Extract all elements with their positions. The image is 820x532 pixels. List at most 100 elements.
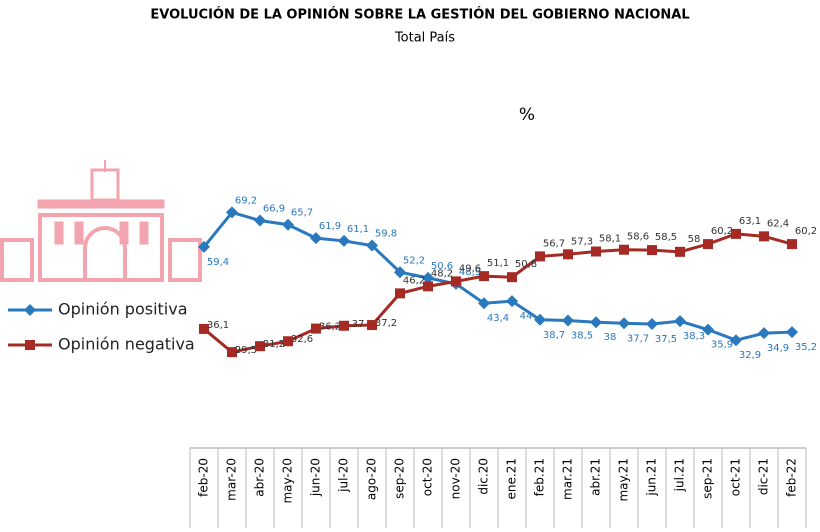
value-label: 43,4 [487, 313, 509, 324]
point-marker [478, 297, 490, 310]
value-label: 51,1 [487, 258, 509, 269]
point-marker [394, 266, 406, 279]
value-label: 44 [520, 311, 533, 322]
value-label: 65,7 [291, 208, 313, 219]
x-tick-label: dic.20 [477, 458, 491, 495]
value-label: 38 [604, 332, 617, 343]
series-line [202, 210, 793, 342]
value-label: 46,2 [403, 275, 425, 286]
x-tick-label: mar.21 [561, 458, 575, 500]
value-label: 49,6 [459, 263, 481, 274]
point-marker [562, 314, 574, 327]
x-tick-label: oct-20 [421, 458, 435, 496]
point-marker [702, 323, 714, 336]
value-label: 50,6 [431, 261, 453, 272]
point-marker [310, 232, 322, 245]
chart-subtitle: Total País [394, 31, 455, 46]
point-marker [255, 341, 265, 352]
point-marker [507, 272, 517, 283]
value-label: 56,7 [543, 238, 565, 249]
unit-label: % [519, 105, 535, 125]
value-label: 50,8 [515, 259, 537, 270]
value-label: 34,9 [767, 343, 789, 354]
point-marker [731, 228, 741, 239]
point-marker [619, 244, 629, 255]
value-label: 59,8 [375, 229, 397, 240]
point-marker [254, 214, 266, 227]
x-tick-label: feb-20 [197, 458, 211, 497]
point-marker [786, 326, 798, 339]
point-marker [759, 231, 769, 242]
point-marker [535, 251, 545, 262]
x-tick-label: sep-21 [701, 458, 715, 499]
value-label: 58,1 [599, 233, 621, 244]
point-marker [199, 323, 209, 334]
x-tick-label: jul-20 [337, 458, 351, 493]
point-marker [338, 234, 350, 247]
value-label: 58,5 [655, 232, 677, 243]
point-marker [590, 316, 602, 329]
value-label: 36,1 [207, 320, 229, 331]
value-label: 58 [688, 234, 701, 245]
value-label: 58,6 [627, 232, 649, 243]
point-marker [366, 239, 378, 252]
point-marker [367, 320, 377, 331]
value-label: 63,1 [739, 216, 761, 227]
x-tick-label: may.21 [617, 458, 631, 502]
value-label: 37,2 [375, 318, 397, 329]
value-label: 37,5 [655, 334, 677, 345]
point-marker [422, 271, 434, 284]
point-marker [675, 246, 685, 257]
legend-label: Opinión negativa [58, 335, 195, 354]
x-tick-label: jul.21 [673, 458, 687, 492]
point-marker [646, 318, 658, 330]
value-label: 60,2 [795, 226, 817, 237]
point-marker [647, 245, 657, 256]
x-tick-label: jun-20 [309, 458, 323, 497]
value-label: 48,9 [459, 267, 481, 278]
value-label: 57,3 [571, 236, 593, 247]
point-marker [506, 295, 518, 308]
x-tick-label: abr-20 [253, 458, 267, 497]
x-tick-label: may-20 [281, 458, 295, 504]
value-label: 62,4 [767, 218, 789, 229]
value-label: 29,5 [235, 345, 257, 356]
x-tick-label: jun.21 [645, 458, 659, 497]
legend-marker [25, 340, 35, 350]
point-marker [591, 246, 601, 257]
legend-label: Opinión positiva [58, 300, 188, 319]
point-marker [423, 281, 433, 292]
point-marker [730, 334, 742, 347]
value-label: 59,4 [207, 257, 229, 268]
point-marker [226, 206, 238, 219]
point-marker [787, 239, 797, 250]
value-label: 36,2 [319, 322, 341, 333]
x-tick-label: nov-20 [449, 458, 463, 499]
x-tick-label: ago-20 [365, 458, 379, 500]
x-tick-label: dic-21 [757, 458, 771, 495]
value-label: 38,7 [543, 330, 565, 341]
series-line [203, 232, 793, 354]
value-label: 35,9 [711, 340, 733, 351]
value-label: 61,1 [347, 224, 369, 235]
value-label: 61,9 [319, 221, 341, 232]
point-marker [283, 336, 293, 347]
x-tick-label: abr.21 [589, 458, 603, 496]
value-label: 37 [352, 319, 365, 330]
legend-marker [24, 304, 36, 316]
value-label: 37,7 [627, 333, 649, 344]
value-label: 48,2 [431, 268, 453, 279]
x-tick-label: ene.21 [505, 458, 519, 499]
point-marker [395, 288, 405, 299]
value-label: 32,6 [291, 334, 313, 345]
value-label: 32,9 [739, 350, 761, 361]
point-marker [534, 313, 546, 326]
point-marker [227, 347, 237, 358]
point-marker [703, 239, 713, 250]
point-marker [674, 315, 686, 328]
x-tick-label: mar-20 [225, 458, 239, 501]
value-label: 38,5 [571, 330, 593, 341]
value-label: 35,2 [795, 342, 817, 353]
x-tick-label: oct-21 [729, 458, 743, 496]
value-label: 66,9 [263, 204, 285, 215]
